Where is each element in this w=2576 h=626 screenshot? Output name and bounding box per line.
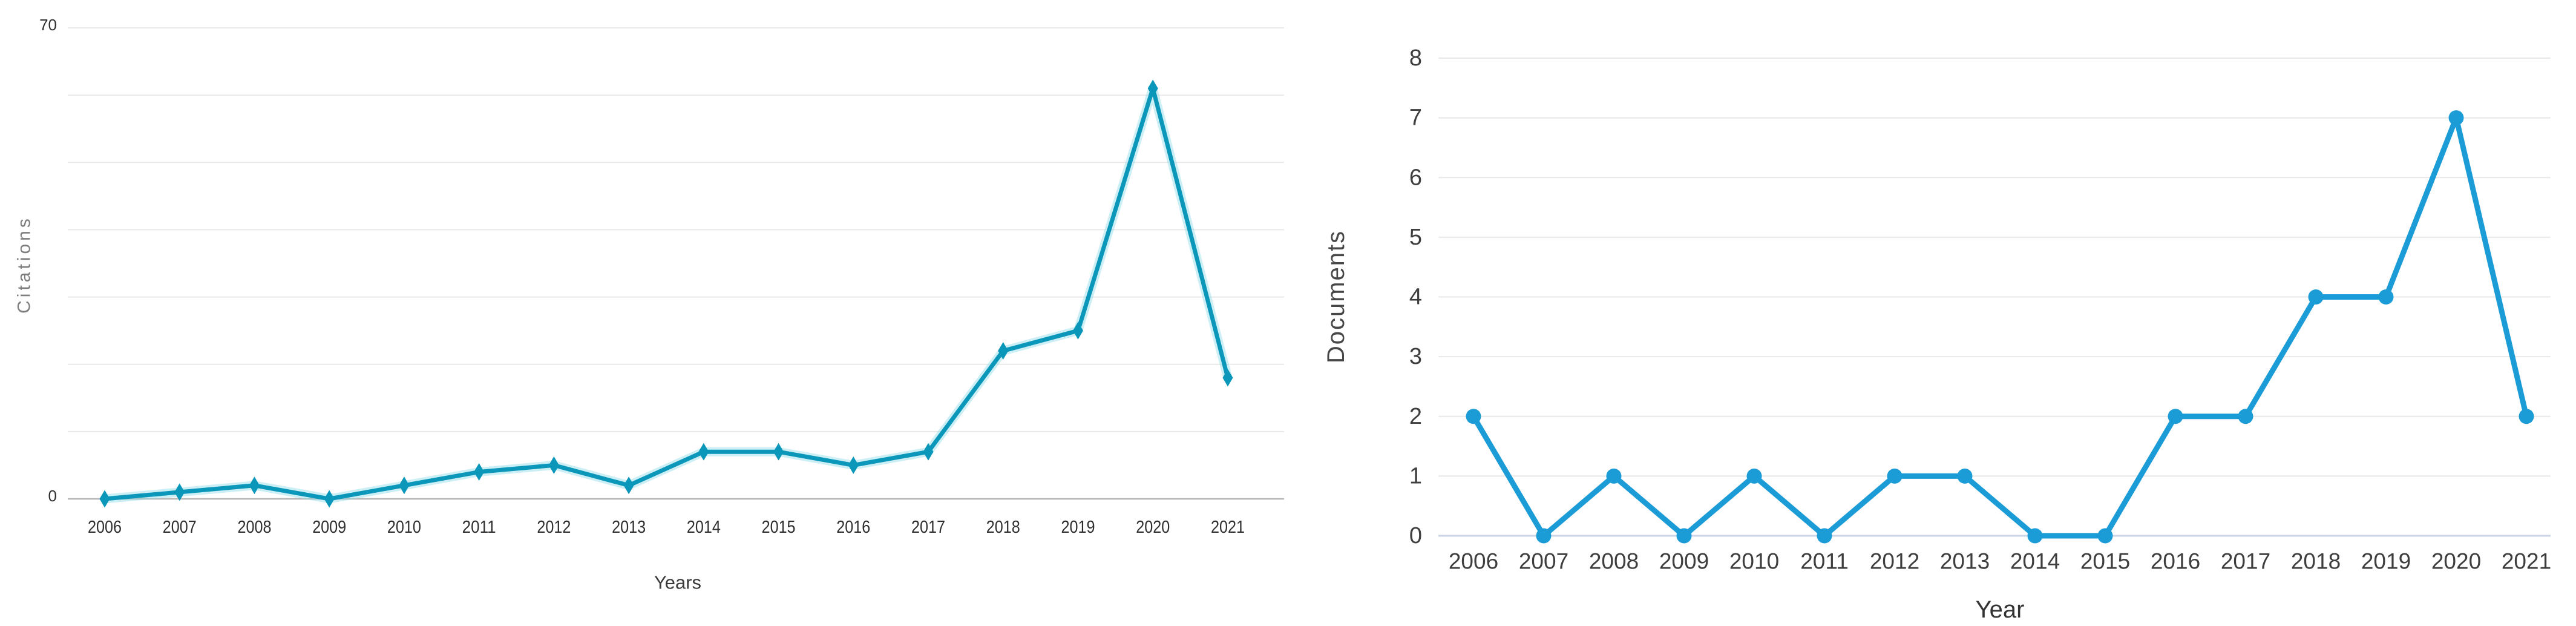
citations-line-halo <box>100 84 1233 504</box>
documents-y-tick-label: 7 <box>1409 105 1422 131</box>
citations-point-2020 <box>1147 79 1158 97</box>
citations-x-tick-label: 2021 <box>1211 518 1245 537</box>
documents-point-2015 <box>2097 528 2113 544</box>
documents-y-tick-label: 2 <box>1409 404 1422 429</box>
citations-x-tick-label: 2007 <box>163 518 197 537</box>
documents-x-tick-label: 2014 <box>2010 549 2060 574</box>
documents-x-tick-label: 2013 <box>1940 549 1990 574</box>
documents-y-tick-label: 4 <box>1409 285 1422 310</box>
citations-x-tick-label: 2016 <box>836 518 870 537</box>
citations-point-2007 <box>174 483 185 501</box>
documents-point-2019 <box>2378 289 2394 305</box>
citations-x-tick-label: 2008 <box>237 518 271 537</box>
citations-x-tick-label: 2020 <box>1136 518 1170 537</box>
documents-point-2011 <box>1817 528 1832 544</box>
documents-y-tick-label: 6 <box>1409 165 1422 190</box>
documents-point-2008 <box>1606 468 1622 484</box>
citations-x-tick-label: 2009 <box>312 518 346 537</box>
citations-point-2015 <box>773 443 784 461</box>
documents-x-tick-label: 2007 <box>1519 549 1568 574</box>
documents-x-tick-label: 2019 <box>2361 549 2411 574</box>
documents-x-tick-label: 2012 <box>1870 549 1919 574</box>
documents-point-2010 <box>1746 468 1762 484</box>
citations-point-2008 <box>249 476 260 495</box>
citations-point-2010 <box>399 476 410 495</box>
documents-y-tick-label: 8 <box>1409 45 1422 71</box>
citations-point-2013 <box>623 476 634 495</box>
citations-point-2009 <box>324 490 335 508</box>
documents-x-tick-label: 2009 <box>1659 549 1709 574</box>
documents-x-tick-label: 2006 <box>1449 549 1498 574</box>
citations-x-tick-label: 2006 <box>88 518 122 537</box>
citations-x-tick-label: 2018 <box>986 518 1020 537</box>
citations-x-tick-label: 2010 <box>387 518 421 537</box>
citations-point-2018 <box>998 341 1009 360</box>
citations-x-axis-title: Years <box>654 572 701 593</box>
documents-x-tick-label: 2015 <box>2080 549 2130 574</box>
documents-point-2012 <box>1887 468 1903 484</box>
citations-point-2019 <box>1072 321 1083 340</box>
documents-point-2014 <box>2027 528 2043 544</box>
documents-point-2013 <box>1957 468 1973 484</box>
citations-chart-canvas: 70 0 2006 2007 2008 2009 2010 2011 2012 2013 2014 2… <box>15 16 1284 593</box>
citations-x-tick-label: 2015 <box>762 518 796 537</box>
citations-y-tick-label: 70 <box>39 16 57 34</box>
documents-x-tick-label: 2018 <box>2291 549 2341 574</box>
documents-x-tick-label: 2021 <box>2502 549 2551 574</box>
documents-point-2007 <box>1536 528 1552 544</box>
documents-series-line <box>1470 115 2529 539</box>
citations-point-2017 <box>923 443 934 461</box>
documents-chart-canvas: 0 1 2 3 4 5 6 7 8 2006 2007 2008 2009 2010 2011 2012 201… <box>1323 45 2551 623</box>
documents-point-2017 <box>2238 409 2253 424</box>
citations-x-tick-label: 2017 <box>911 518 945 537</box>
documents-point-2006 <box>1466 409 1481 424</box>
documents-x-tick-label: 2016 <box>2151 549 2200 574</box>
documents-y-tick-label: 1 <box>1409 463 1422 489</box>
documents-point-2018 <box>2308 289 2324 305</box>
citations-x-tick-label: 2012 <box>537 518 571 537</box>
citations-point-2012 <box>548 456 559 474</box>
documents-per-year-chart: 0 1 2 3 4 5 6 7 8 2006 2007 2008 2009 2010 2011 2012 201… <box>1289 0 2576 626</box>
documents-point-2020 <box>2448 110 2464 126</box>
documents-x-tick-label: 2011 <box>1800 549 1849 574</box>
documents-point-2021 <box>2519 409 2534 424</box>
documents-point-2009 <box>1676 528 1692 544</box>
citations-y-tick-label: 0 <box>48 487 57 505</box>
citations-per-year-chart: 70 0 2006 2007 2008 2009 2010 2011 2012 2013 2014 2… <box>15 16 1284 593</box>
citations-point-2006 <box>99 490 110 508</box>
documents-point-2016 <box>2168 409 2183 424</box>
documents-x-tick-label: 2008 <box>1589 549 1639 574</box>
citations-y-axis-title: Citations <box>15 216 34 314</box>
citations-point-2014 <box>698 443 709 461</box>
citations-series-line <box>102 86 1230 501</box>
documents-x-tick-label: 2010 <box>1729 549 1779 574</box>
citations-x-tick-label: 2014 <box>687 518 721 537</box>
documents-y-tick-label: 0 <box>1409 523 1422 549</box>
documents-y-axis-title: Documents <box>1323 230 1349 363</box>
citations-x-tick-label: 2019 <box>1061 518 1095 537</box>
citations-point-2016 <box>848 456 859 474</box>
documents-x-tick-label: 2017 <box>2221 549 2270 574</box>
citations-x-tick-label: 2013 <box>612 518 646 537</box>
citations-point-2011 <box>474 463 485 481</box>
documents-y-tick-label: 3 <box>1409 344 1422 369</box>
citations-point-2021 <box>1222 369 1233 387</box>
documents-x-tick-label: 2020 <box>2431 549 2481 574</box>
citations-x-tick-label: 2011 <box>462 518 496 537</box>
documents-x-axis-title: Year <box>1976 596 2025 623</box>
documents-y-tick-label: 5 <box>1409 225 1422 250</box>
